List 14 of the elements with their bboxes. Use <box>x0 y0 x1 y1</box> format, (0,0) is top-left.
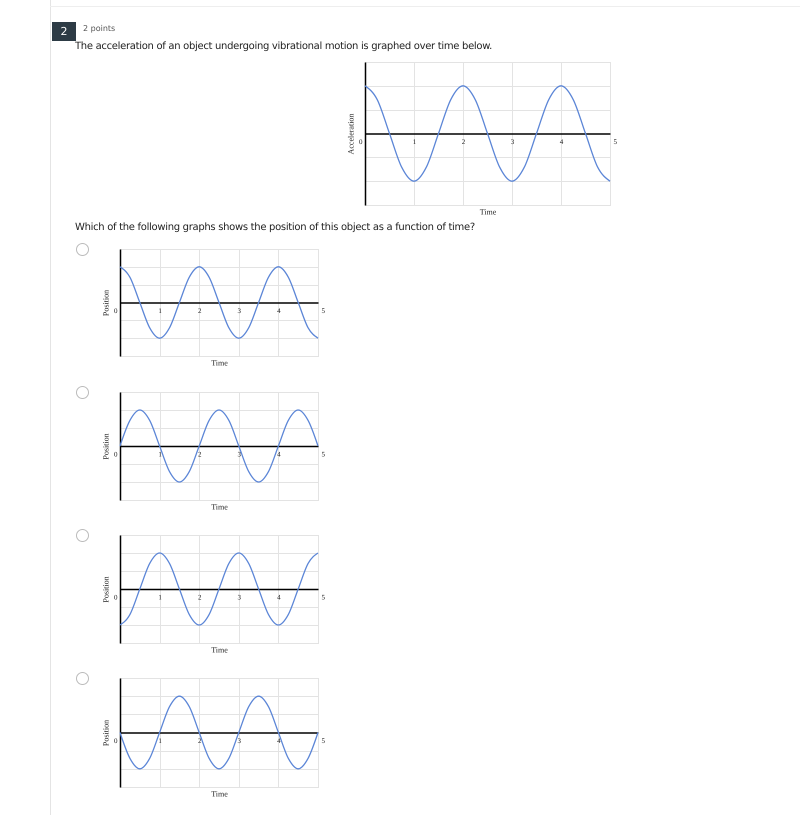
x-axis-title: Time <box>211 790 228 798</box>
x-axis-title: Time <box>211 358 228 368</box>
x-axis-title: Time <box>211 502 228 512</box>
text: The acceleration of an object undergoing vibrational motion is graphed over time below. <box>75 41 492 52</box>
text: 2 points <box>83 24 116 33</box>
y-axis-title: Position <box>102 433 110 460</box>
y-axis-title: Position <box>102 290 110 316</box>
text: Which of the following graphs shows the position of this object as a function of time? <box>75 222 475 233</box>
y-axis-title: Position <box>102 576 110 603</box>
x-axis-title: Time <box>480 208 497 216</box>
y-axis-title: Acceleration <box>346 114 356 154</box>
text: 2 <box>52 22 76 41</box>
y-axis-title: Position <box>102 720 110 746</box>
x-axis-title: Time <box>211 646 228 654</box>
